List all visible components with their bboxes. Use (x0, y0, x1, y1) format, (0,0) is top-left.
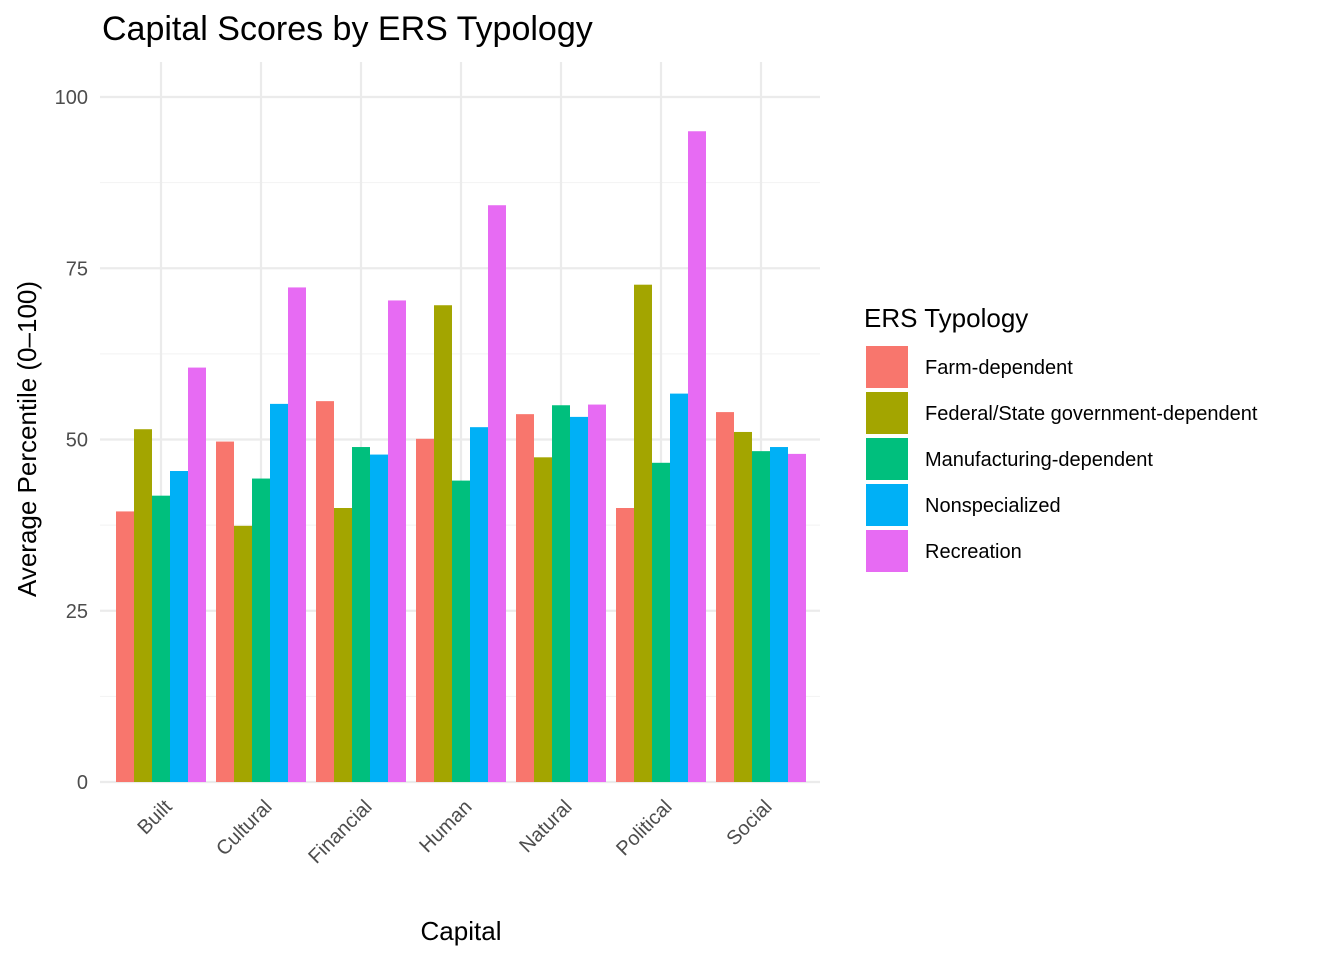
bar-cultural-3 (252, 478, 270, 782)
legend-key (866, 346, 908, 388)
y-tick-label: 100 (55, 87, 88, 109)
chart-title: Capital Scores by ERS Typology (102, 10, 593, 48)
bar-social-4 (770, 447, 788, 782)
bar-financial-5 (388, 300, 406, 782)
legend-label: Federal/State government-dependent (925, 403, 1258, 425)
bar-political-5 (688, 131, 706, 782)
bar-financial-1 (316, 401, 334, 782)
legend: ERS Typology Farm-dependent Federal/State… (864, 303, 1258, 572)
x-tick-label: Social (722, 796, 776, 850)
bar-built-3 (152, 495, 170, 782)
x-tick-label: Political (612, 796, 676, 860)
bar-political-4 (670, 393, 688, 782)
legend-title: ERS Typology (864, 303, 1028, 333)
x-tick-label: Cultural (212, 796, 276, 860)
bar-human-3 (452, 480, 470, 782)
bar-human-5 (488, 205, 506, 783)
bar-social-5 (788, 453, 806, 782)
bar-cultural-2 (234, 525, 252, 782)
bar-built-1 (116, 511, 134, 782)
y-axis-title: Average Percentile (0–100) (12, 281, 42, 597)
bar-built-5 (188, 367, 206, 782)
bar-political-2 (634, 284, 652, 782)
x-axis-title: Capital (421, 916, 502, 946)
x-axis-ticks: Built Cultural Financial Human Natural Politi… (133, 796, 776, 868)
bar-built-4 (170, 471, 188, 782)
bar-natural-2 (534, 457, 552, 782)
bar-natural-3 (552, 405, 570, 782)
y-tick-label: 75 (66, 258, 88, 280)
legend-key (866, 484, 908, 526)
bar-social-2 (734, 431, 752, 782)
bar-financial-2 (334, 508, 352, 782)
bar-social-3 (752, 451, 770, 782)
legend-label: Recreation (925, 541, 1022, 563)
y-tick-label: 50 (66, 430, 88, 452)
bar-social-1 (716, 412, 734, 782)
bar-built-2 (134, 429, 152, 782)
bar-political-3 (652, 462, 670, 782)
legend-key (866, 530, 908, 572)
bar-political-1 (616, 508, 634, 782)
bar-financial-3 (352, 447, 370, 782)
x-tick-label: Financial (304, 796, 376, 868)
bar-human-4 (470, 427, 488, 782)
legend-key (866, 438, 908, 480)
bar-cultural-4 (270, 403, 288, 782)
x-tick-label: Human (415, 796, 476, 857)
x-tick-label: Natural (515, 796, 576, 857)
bar-financial-4 (370, 454, 388, 782)
y-tick-label: 0 (77, 772, 88, 794)
y-tick-label: 25 (66, 601, 88, 623)
bars (116, 131, 806, 783)
bar-natural-5 (588, 404, 606, 782)
x-tick-label: Built (133, 796, 176, 839)
bar-natural-4 (570, 416, 588, 782)
bar-human-2 (434, 305, 452, 782)
bar-cultural-5 (288, 287, 306, 782)
bar-human-1 (416, 438, 434, 782)
bar-natural-1 (516, 414, 534, 782)
legend-key (866, 392, 908, 434)
legend-label: Farm-dependent (925, 357, 1073, 379)
bar-cultural-1 (216, 441, 234, 782)
y-axis-ticks: 0 25 50 75 100 (55, 87, 88, 794)
legend-label: Manufacturing-dependent (925, 449, 1153, 471)
legend-label: Nonspecialized (925, 495, 1061, 517)
